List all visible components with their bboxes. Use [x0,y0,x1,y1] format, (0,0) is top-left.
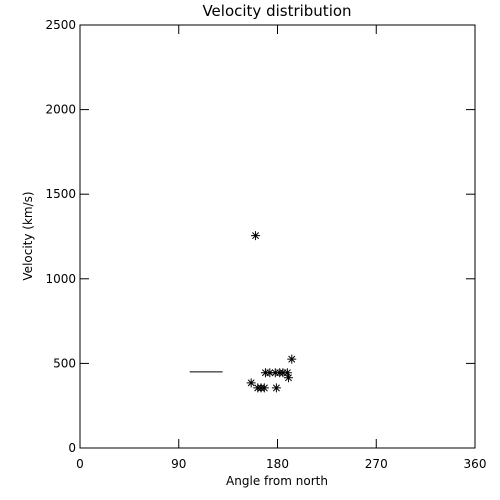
point [251,231,261,241]
x-tick-label: 0 [76,457,84,471]
chart-title: Velocity distribution [202,2,351,20]
y-tick-label: 0 [68,441,76,455]
point [259,383,269,393]
point [282,368,292,378]
x-tick-label: 270 [365,457,388,471]
x-tick-label: 90 [171,457,186,471]
y-tick-label: 500 [53,356,76,370]
x-tick-label: 360 [464,457,487,471]
point [265,368,275,378]
y-tick-label: 1000 [45,272,76,286]
point [287,354,297,364]
y-tick-label: 2000 [45,103,76,117]
y-axis-label: Velocity (km/s) [21,191,35,280]
point [283,373,293,383]
point [271,383,281,393]
y-tick-label: 1500 [45,187,76,201]
x-axis-label: Angle from north [226,474,328,488]
plot-frame [79,24,476,449]
y-tick-label: 2500 [45,18,76,32]
x-tick-label: 180 [266,457,289,471]
point [246,378,256,388]
